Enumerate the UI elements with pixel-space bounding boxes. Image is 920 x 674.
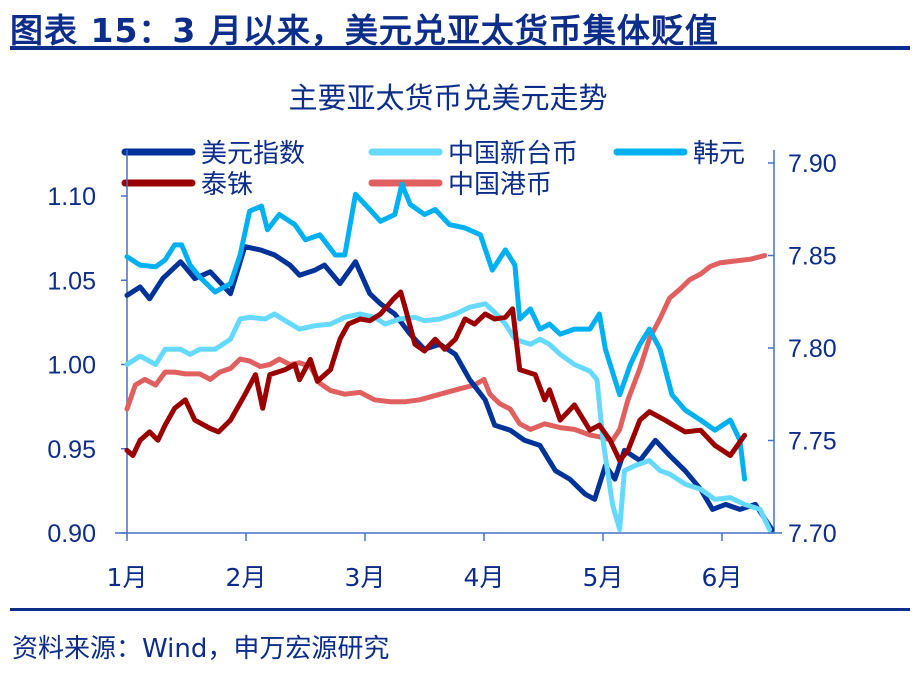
series-lines xyxy=(124,181,775,533)
axes: 0.90 0.95 1.00 1.05 1.10 7.70 7.75 7.80 7.85 7.90… xyxy=(47,150,837,592)
right-tick-label: 7.85 xyxy=(788,243,837,271)
legend-label: 中国港币 xyxy=(448,170,552,200)
series-line-2 xyxy=(124,181,748,482)
x-tick-label: 6月 xyxy=(702,563,743,592)
right-tick-label: 7.75 xyxy=(788,428,837,456)
figure-title: 图表 15：3 月以来，美元兑亚太货币集体贬值 xyxy=(10,11,719,50)
right-tick-label: 7.80 xyxy=(788,335,837,363)
x-tick-label: 5月 xyxy=(583,563,624,592)
left-tick-label: 0.90 xyxy=(47,520,96,548)
left-tick-label: 1.05 xyxy=(47,267,96,295)
series-line-3 xyxy=(124,289,748,463)
x-tick-label: 4月 xyxy=(464,563,505,592)
left-tick-label: 1.00 xyxy=(47,352,96,380)
series-line-1 xyxy=(124,301,773,533)
series-line-4 xyxy=(124,253,768,443)
legend-label: 泰铢 xyxy=(201,170,253,200)
legend-label: 中国新台币 xyxy=(448,139,578,169)
left-tick-label: 0.95 xyxy=(47,436,96,464)
source-note: 资料来源：Wind，申万宏源研究 xyxy=(12,634,390,664)
x-tick-label: 2月 xyxy=(226,563,267,592)
chart-title: 主要亚太货币兑美元走势 xyxy=(288,81,607,115)
legend-label: 美元指数 xyxy=(201,139,305,169)
x-tick-label: 1月 xyxy=(107,563,148,592)
legend-label: 韩元 xyxy=(693,139,745,169)
title-divider xyxy=(10,46,910,50)
right-tick-label: 7.70 xyxy=(788,520,837,548)
right-tick-label: 7.90 xyxy=(788,150,837,178)
x-tick-label: 3月 xyxy=(345,563,386,592)
footer-divider xyxy=(10,608,910,611)
left-tick-label: 1.10 xyxy=(47,183,96,211)
